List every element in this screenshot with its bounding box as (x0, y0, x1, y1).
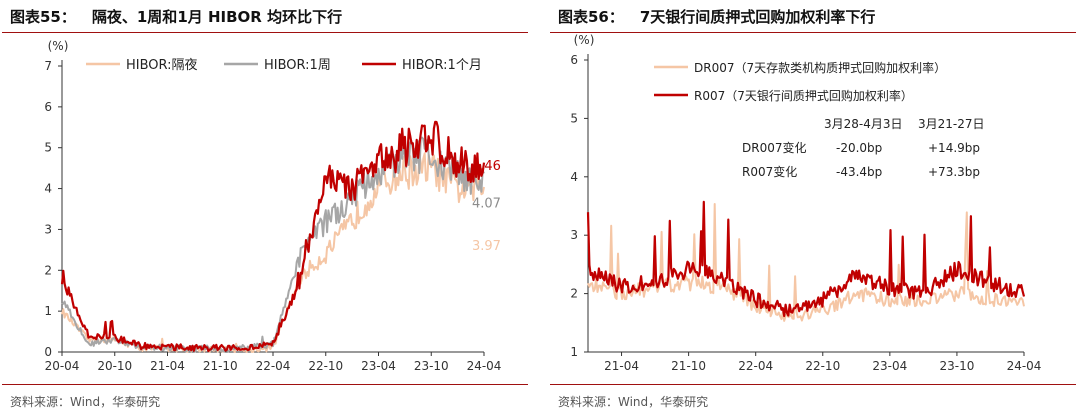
y-tick-label: 3 (570, 228, 578, 242)
x-tick-label: 23-04 (361, 359, 396, 373)
title-divider (2, 32, 528, 33)
end-value-label: 3.97 (472, 239, 501, 254)
x-tick-label: 21-04 (604, 359, 639, 373)
chart-title-text: 7天银行间质押式回购加权利率下行 (639, 8, 876, 26)
y-tick-label: 6 (570, 53, 578, 67)
annotation-row-label: R007变化 (742, 164, 797, 179)
x-tick-label: 22-10 (805, 359, 840, 373)
annotation-value: +73.3bp (928, 165, 980, 179)
footer-divider (550, 384, 1076, 385)
x-tick-label: 20-10 (97, 359, 132, 373)
y-tick-label: 4 (44, 182, 52, 196)
annotation-value: -43.4bp (836, 165, 882, 179)
chart-panel-hibor: 图表55： 隔夜、1周和1月 HIBOR 均环比下行 (%) 0 1 2 3 4 5 6 7 20-… (0, 0, 530, 419)
repo-rate-line-chart: (%) 1 2 3 4 5 6 21-04 21-10 22-04 22-10 23-04 23-10 2… (570, 33, 1042, 373)
x-tick-label: 23-10 (414, 359, 449, 373)
x-tick-label: 23-04 (872, 359, 907, 373)
annotation-header: 3月21-27日 (918, 117, 985, 131)
series-line (61, 152, 485, 353)
y-tick-label: 2 (44, 263, 52, 277)
series-line (60, 120, 486, 353)
x-tick-label: 22-04 (738, 359, 773, 373)
y-tick-label: 2 (570, 287, 578, 301)
y-tick-label: 7 (44, 59, 52, 73)
title-divider (550, 32, 1076, 33)
source-note: 资料来源：Wind，华泰研究 (10, 395, 161, 409)
chart-panel-repo: 图表56： 7天银行间质押式回购加权利率下行 (%) 1 2 3 4 5 6 21-04 21-1… (548, 0, 1078, 419)
legend-label: DR007（7天存款类机构质押式回购加权利率） (694, 60, 946, 75)
legend-label: HIBOR:1个月 (402, 58, 482, 73)
footer-divider (2, 384, 528, 385)
legend-label: R007（7天银行间质押式回购加权利率） (694, 88, 913, 103)
annotation-value: +14.9bp (928, 141, 980, 155)
y-tick-label: 4 (570, 170, 578, 184)
y-tick-label: 1 (44, 304, 52, 318)
series-line (587, 203, 1025, 322)
legend-label: HIBOR:1周 (264, 58, 331, 73)
y-tick-label: 1 (570, 345, 578, 359)
y-tick-label: 5 (570, 111, 578, 125)
y-tick-label: 3 (44, 222, 52, 236)
y-tick-label: 0 (44, 345, 52, 359)
chart-title-text: 隔夜、1周和1月 HIBOR 均环比下行 (91, 8, 343, 26)
end-value-label: 4.46 (472, 159, 501, 174)
x-tick-label: 21-04 (150, 359, 185, 373)
x-tick-label: 20-04 (45, 359, 80, 373)
y-axis-unit: (%) (48, 39, 69, 53)
source-note: 资料来源：Wind，华泰研究 (558, 395, 709, 409)
chart-title: 图表56： 7天银行间质押式回购加权利率下行 (558, 6, 875, 27)
x-tick-label: 22-10 (308, 359, 343, 373)
y-tick-label: 6 (44, 100, 52, 114)
annotation-row-label: DR007变化 (742, 140, 806, 155)
y-tick-label: 5 (44, 141, 52, 155)
legend-label: HIBOR:隔夜 (126, 58, 198, 73)
hibor-line-chart: (%) 0 1 2 3 4 5 6 7 20-04 20-10 21-04 21-10 22-04 22-1… (44, 39, 502, 373)
annotation-header: 3月28-4月3日 (824, 117, 903, 131)
x-tick-label: 23-10 (939, 359, 974, 373)
figure-number: 图表56： (558, 8, 624, 26)
x-tick-label: 24-04 (467, 359, 502, 373)
figure-number: 图表55： (10, 8, 76, 26)
x-tick-label: 24-04 (1007, 359, 1042, 373)
annotation-value: -20.0bp (836, 141, 882, 155)
x-tick-label: 21-10 (671, 359, 706, 373)
y-axis-unit: (%) (574, 33, 595, 47)
end-value-label: 4.07 (472, 197, 501, 212)
series-line (586, 200, 1026, 318)
x-tick-label: 21-10 (203, 359, 238, 373)
x-tick-label: 22-04 (256, 359, 291, 373)
chart-title: 图表55： 隔夜、1周和1月 HIBOR 均环比下行 (10, 6, 342, 27)
